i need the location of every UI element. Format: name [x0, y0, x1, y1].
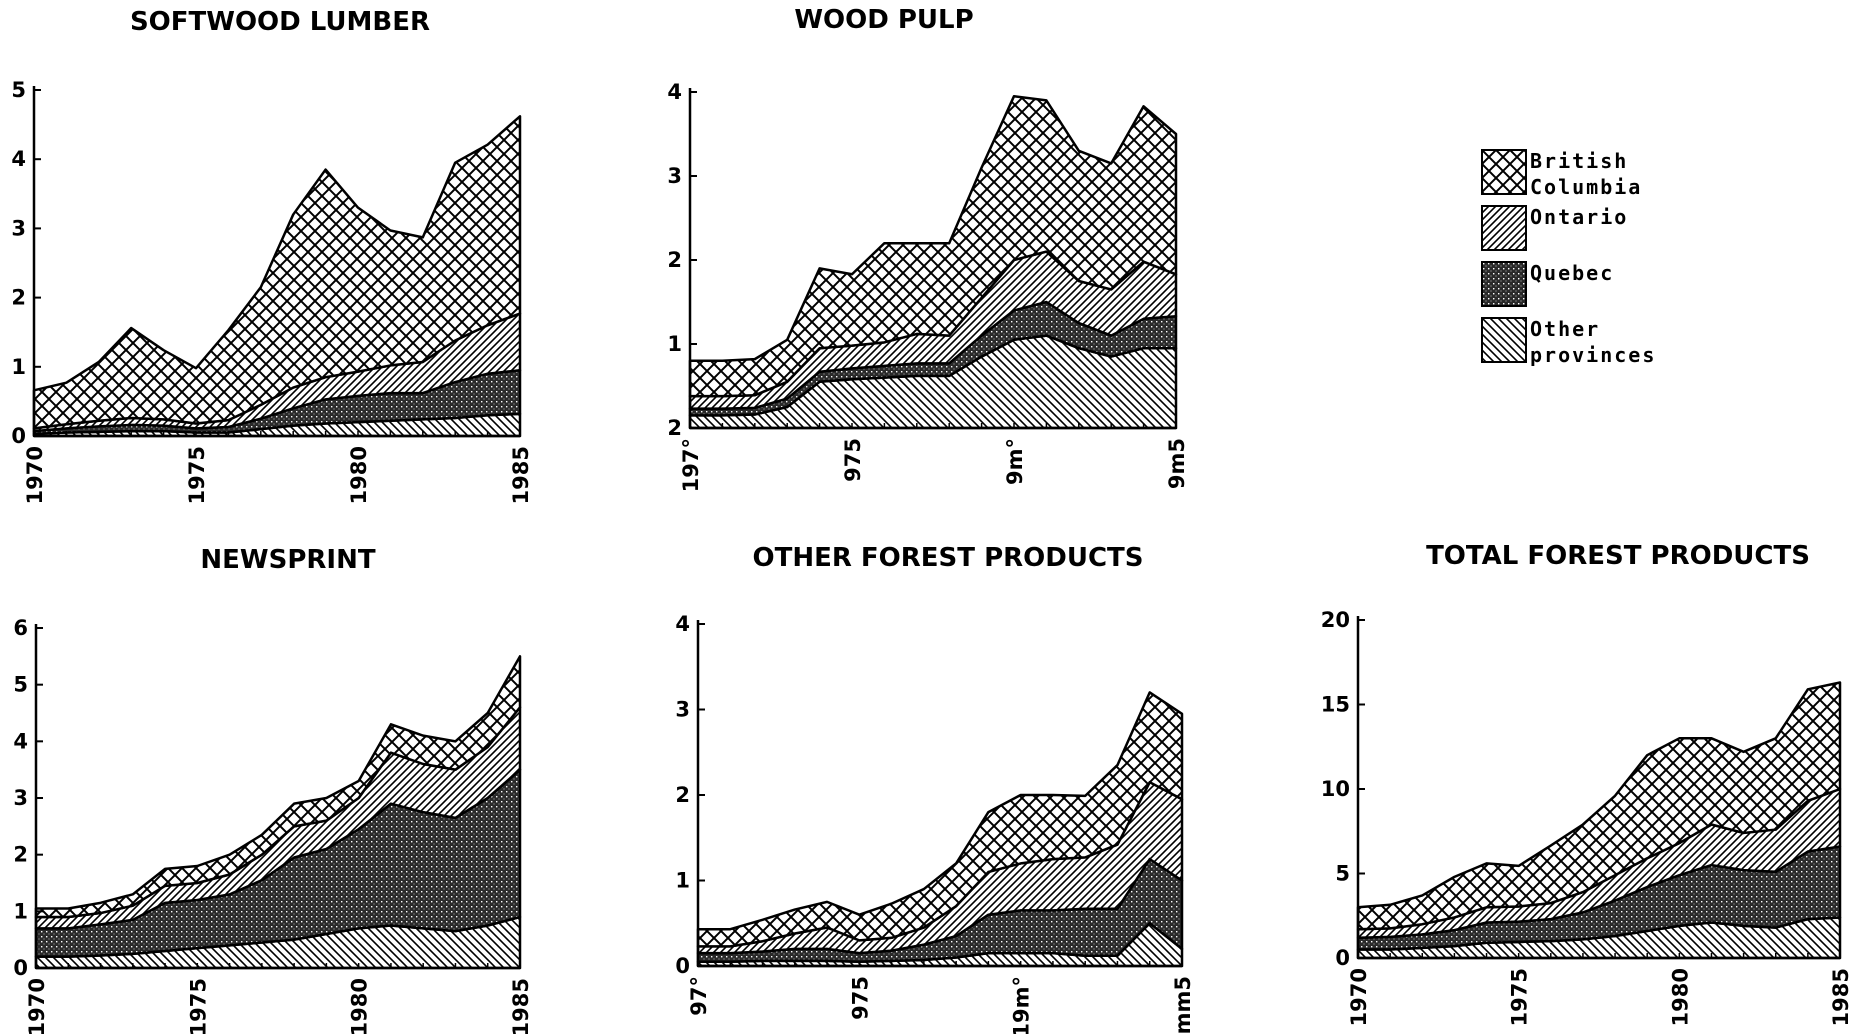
- chart-title: OTHER FOREST PRODUCTS: [752, 543, 1143, 573]
- legend-item: Ontario: [1481, 205, 1628, 251]
- y-tick-label: 0: [11, 424, 26, 448]
- y-tick-label: 20: [1321, 608, 1350, 632]
- y-tick-label: 2: [675, 783, 690, 807]
- y-tick-label: 3: [13, 786, 28, 810]
- y-tick-label: 1: [675, 869, 690, 893]
- chart-title: SOFTWOOD LUMBER: [130, 7, 430, 37]
- x-tick-label: 9m5: [1165, 438, 1189, 489]
- legend-swatch: [1481, 149, 1527, 195]
- legend-label-line: provinces: [1530, 343, 1656, 367]
- plot-area: 0 1 2 3 4 97° 975 19m° mm5: [675, 612, 1195, 1034]
- area-series-bc: [1356, 681, 1842, 931]
- y-tick-label: 15: [1321, 693, 1350, 717]
- legend-item: Quebec: [1481, 261, 1614, 307]
- x-tick-label: 1970: [25, 978, 49, 1034]
- y-tick-label: 2: [667, 416, 682, 440]
- y-tick-label: 3: [11, 216, 26, 240]
- y-tick-label: 10: [1321, 777, 1350, 801]
- y-tick-label: 2: [11, 286, 26, 310]
- area-series-bc: [32, 115, 522, 430]
- legend-label-line: Ontario: [1530, 205, 1628, 229]
- x-tick-label: 1975: [1508, 968, 1532, 1026]
- x-tick-label: 97°: [687, 976, 711, 1016]
- legend-label-line: Other: [1530, 317, 1600, 341]
- chart-title: TOTAL FOREST PRODUCTS: [1426, 541, 1810, 571]
- plot-area: 0 5 10 15 20 1970 1975 1980 1985: [1321, 608, 1853, 1026]
- legend-swatch: [1481, 317, 1527, 363]
- y-tick-label: 4: [11, 147, 26, 171]
- plot-area: 0 1 2 3 4 5 6 1970 1975 1980 1985: [13, 616, 533, 1034]
- x-tick-label: 975: [848, 976, 872, 1020]
- panel-total-forest-products: TOTAL FOREST PRODUCTS 0 5 10 15 20 1970 1975 19…: [1321, 541, 1853, 1026]
- x-tick-label: 1985: [1829, 968, 1853, 1026]
- x-tick-label: 1970: [23, 446, 47, 504]
- x-tick-label: 1980: [1668, 968, 1692, 1026]
- y-tick-label: 4: [667, 80, 682, 104]
- y-tick-label: 0: [675, 954, 690, 978]
- x-tick-label: 9m°: [1003, 438, 1027, 485]
- x-tick-label: 1975: [186, 978, 210, 1034]
- legend-label-line: Quebec: [1530, 261, 1614, 285]
- plot-area: 0 1 2 3 4 5 1970 1975 1980 1985: [11, 78, 533, 504]
- y-tick-label: 1: [11, 355, 26, 379]
- x-tick-label: 1980: [348, 978, 372, 1034]
- y-tick-label: 3: [667, 164, 682, 188]
- panel-other-forest-products: OTHER FOREST PRODUCTS 0 1 2 3 4 97° 975 19m° mm5: [675, 543, 1195, 1034]
- y-tick-label: 1: [13, 899, 28, 923]
- x-tick-label: 1980: [347, 446, 371, 504]
- y-tick-label: 5: [1335, 862, 1350, 886]
- chart-title: NEWSPRINT: [200, 545, 375, 575]
- legend-swatch: [1481, 261, 1527, 307]
- chart-title: WOOD PULP: [794, 5, 973, 35]
- y-tick-label: 0: [13, 956, 28, 980]
- x-tick-label: 19m°: [1010, 976, 1034, 1034]
- legend-item: British Columbia: [1481, 149, 1642, 199]
- y-tick-label: 2: [13, 843, 28, 867]
- y-tick-label: 4: [675, 612, 690, 636]
- y-tick-label: 0: [1335, 946, 1350, 970]
- area-series-bc: [696, 691, 1184, 948]
- legend-swatch: [1481, 205, 1527, 251]
- panel-wood-pulp: WOOD PULP 2 1 2 3 4 197° 975 9m° 9m5: [667, 5, 1189, 492]
- legend-label-line: Columbia: [1530, 175, 1642, 199]
- y-tick-label: 6: [13, 616, 28, 640]
- x-tick-label: 197°: [679, 438, 703, 492]
- area-series-bc: [688, 94, 1178, 398]
- x-tick-label: 1975: [185, 446, 209, 504]
- x-tick-label: 1985: [509, 446, 533, 504]
- y-tick-label: 2: [667, 248, 682, 272]
- y-tick-label: 4: [13, 729, 28, 753]
- plot-area: 2 1 2 3 4 197° 975 9m° 9m5: [667, 80, 1189, 492]
- legend: British Columbia Ontario Quebec Other pr…: [1481, 149, 1656, 367]
- area-series-bc: [34, 655, 522, 919]
- legend-item: Other provinces: [1481, 317, 1656, 367]
- legend-label-line: British: [1530, 149, 1628, 173]
- panel-softwood-lumber: SOFTWOOD LUMBER 0 1 2 3 4 5 1970 1975 1980 1985: [11, 7, 533, 504]
- x-tick-label: 975: [841, 438, 865, 482]
- y-tick-label: 5: [11, 78, 26, 102]
- x-tick-label: 1985: [509, 978, 533, 1034]
- y-tick-label: 1: [667, 332, 682, 356]
- y-tick-label: 5: [13, 673, 28, 697]
- x-tick-label: 1970: [1347, 968, 1371, 1026]
- y-tick-label: 3: [675, 698, 690, 722]
- panel-newsprint: NEWSPRINT 0 1 2 3 4 5 6 1970 1975 1980 1985: [13, 545, 533, 1034]
- x-tick-label: mm5: [1171, 976, 1195, 1034]
